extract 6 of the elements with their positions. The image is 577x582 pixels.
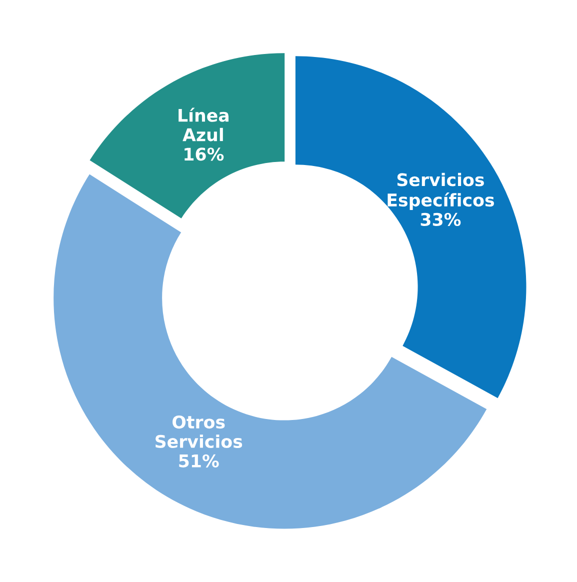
slice-label: Línea Azul bbox=[178, 108, 229, 142]
data-label: 51% bbox=[179, 454, 219, 468]
data-label: 16% bbox=[184, 148, 224, 161]
slice-label: Servicios Específicos bbox=[388, 172, 494, 210]
slice-label: Otros Servicios bbox=[156, 415, 242, 448]
data-label: 33% bbox=[420, 212, 461, 226]
